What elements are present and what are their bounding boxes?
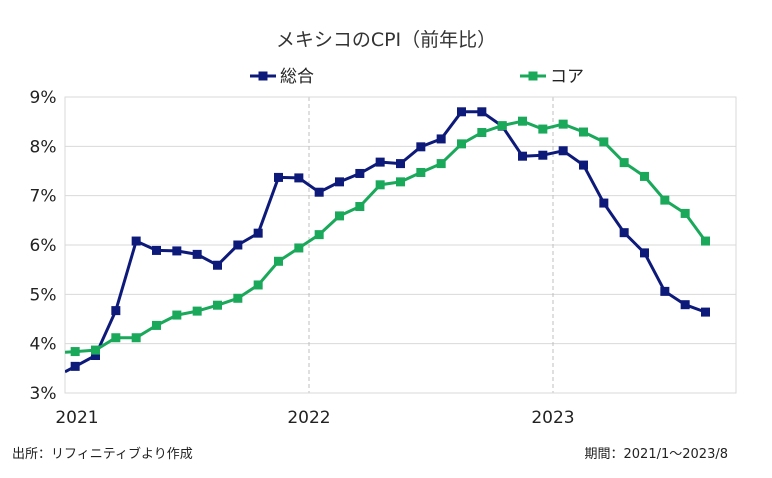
data-point: [253, 228, 263, 238]
data-point: [396, 159, 405, 169]
y-tick-label: 5%: [30, 285, 57, 305]
data-point: [660, 286, 670, 296]
chart-title: メキシコのCPI（前年比）: [276, 29, 496, 51]
y-tick-label: 6%: [30, 236, 57, 256]
data-point: [375, 180, 385, 190]
data-point: [111, 333, 121, 343]
data-point: [538, 124, 548, 134]
data-point: [538, 150, 548, 160]
data-point: [640, 248, 649, 258]
data-point: [294, 173, 304, 183]
x-axis: 2021 2022 2023: [55, 408, 574, 428]
source-note: 出所：リフィニティブより作成: [12, 446, 193, 462]
data-point: [518, 151, 527, 161]
data-point: [436, 134, 446, 144]
data-point: [91, 345, 100, 355]
data-point: [172, 310, 182, 320]
data-point: [70, 361, 80, 371]
series-line: [65, 119, 707, 354]
data-point: [111, 306, 121, 316]
data-point: [558, 146, 568, 156]
data-point: [192, 306, 202, 316]
data-point: [131, 333, 141, 343]
data-point: [660, 195, 670, 205]
x-tick-label: 2021: [55, 408, 98, 428]
data-point: [680, 208, 690, 218]
data-point: [253, 280, 263, 290]
data-point: [558, 119, 568, 129]
data-point: [172, 246, 182, 256]
data-point: [233, 293, 243, 303]
data-point: [680, 300, 690, 310]
series-line: [65, 110, 707, 374]
x-tick-label: 2022: [287, 408, 330, 428]
y-tick-label: 4%: [30, 335, 57, 355]
data-point: [457, 107, 466, 117]
data-point: [213, 260, 222, 270]
data-point: [416, 142, 426, 152]
series-headline: [65, 107, 710, 374]
data-point: [233, 240, 243, 250]
data-point: [416, 167, 426, 177]
data-point: [335, 211, 344, 221]
data-point: [497, 121, 507, 131]
data-point: [355, 168, 365, 178]
legend-label: 総合: [280, 67, 314, 87]
data-point: [619, 158, 629, 168]
period-note: 期間：2021/1～2023/8: [585, 447, 728, 462]
data-point: [477, 128, 487, 138]
data-point: [314, 187, 324, 197]
data-point: [335, 177, 344, 187]
data-point: [91, 351, 100, 361]
data-point: [213, 300, 222, 310]
data-point: [131, 236, 141, 246]
data-point: [192, 249, 202, 259]
legend-label: コア: [550, 67, 584, 87]
data-point: [640, 171, 649, 181]
data-point: [457, 139, 466, 149]
data-point: [294, 243, 304, 253]
data-point: [579, 160, 588, 170]
y-tick-label: 9%: [30, 88, 57, 108]
data-point: [619, 228, 629, 238]
data-point: [701, 236, 710, 246]
data-point: [152, 320, 161, 330]
legend-item: コア: [520, 67, 584, 87]
series-core: [65, 116, 710, 357]
data-point: [518, 116, 527, 126]
data-point: [436, 159, 446, 169]
data-point: [579, 127, 588, 137]
data-point: [599, 137, 609, 147]
data-point: [274, 172, 283, 182]
x-tick-label: 2023: [531, 408, 574, 428]
data-point: [274, 256, 283, 266]
y-axis: 3% 4% 5% 6% 7% 8% 9%: [30, 88, 57, 404]
data-point: [152, 245, 161, 255]
legend: 総合 コア: [250, 67, 584, 87]
data-point: [599, 198, 609, 208]
y-tick-label: 7%: [30, 187, 57, 207]
legend-marker: [258, 71, 268, 81]
y-tick-label: 3%: [30, 384, 57, 404]
data-point: [314, 230, 324, 240]
y-tick-label: 8%: [30, 137, 57, 157]
data-point: [355, 202, 365, 212]
series-layer: [65, 107, 710, 374]
data-point: [396, 177, 405, 187]
data-point: [375, 157, 385, 167]
plot-frame: [64, 96, 737, 394]
data-point: [701, 307, 710, 317]
legend-item: 総合: [250, 67, 314, 87]
legend-marker: [528, 71, 538, 81]
data-point: [477, 107, 487, 117]
data-point: [70, 347, 80, 357]
